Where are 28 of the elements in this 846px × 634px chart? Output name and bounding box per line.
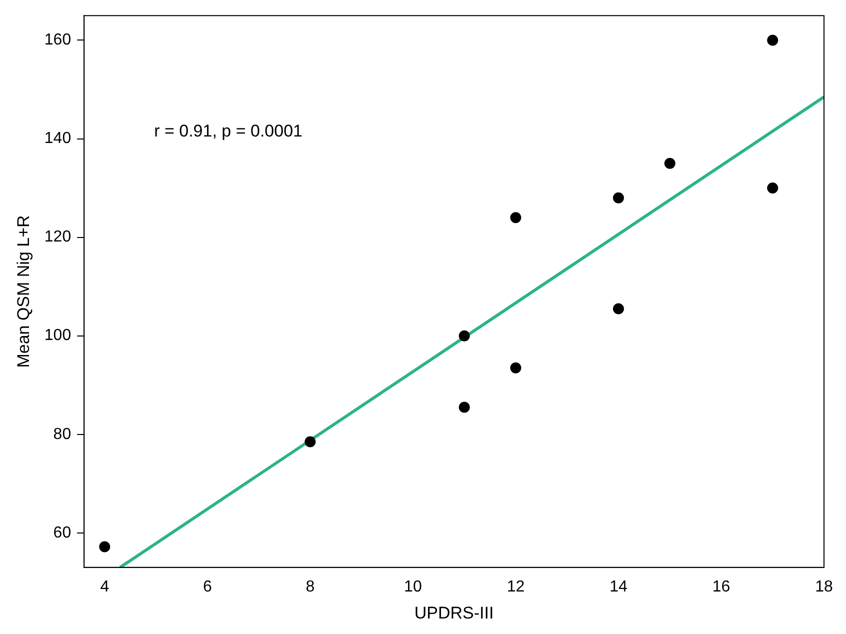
x-tick-label: 18 (815, 578, 833, 596)
y-tick-label: 100 (44, 327, 72, 344)
x-tick-label: 10 (404, 578, 422, 596)
point (612, 192, 624, 204)
point (458, 402, 470, 413)
point (767, 34, 778, 46)
y-tick-label: 140 (44, 130, 72, 148)
point (612, 303, 624, 314)
point (510, 362, 522, 374)
y-axis-title: Mean QSM Nig L+R (14, 215, 33, 368)
y-tick-label: 80 (53, 426, 72, 443)
point (664, 158, 676, 169)
y-tick-label: 120 (44, 228, 72, 246)
x-tick-label: 16 (712, 578, 730, 596)
x-tick-label: 12 (506, 578, 525, 596)
x-tick-label: 14 (610, 578, 628, 596)
x-tick-label: 6 (202, 578, 212, 596)
annotation: r = 0.91, p = 0.0001 (154, 121, 302, 140)
y-tick-label: 160 (44, 32, 72, 49)
point (767, 182, 778, 194)
point (510, 212, 522, 224)
x-axis-title: UPDRS-III (414, 603, 494, 622)
y-tick-label: 60 (53, 524, 72, 542)
point (458, 330, 470, 342)
point (304, 436, 316, 448)
x-tick-label: 8 (306, 578, 315, 596)
x-tick-label: 4 (100, 578, 110, 596)
point (99, 541, 110, 552)
